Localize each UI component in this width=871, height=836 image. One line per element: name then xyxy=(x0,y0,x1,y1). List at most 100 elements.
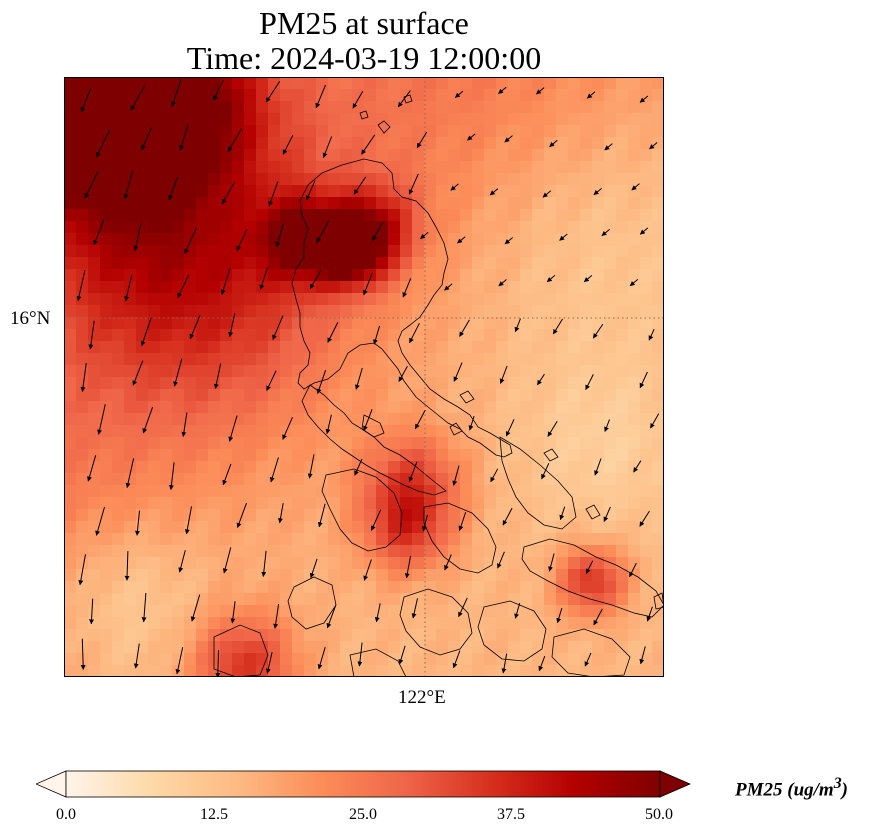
pm25-cell xyxy=(196,473,209,486)
pm25-cell xyxy=(484,353,497,366)
pm25-cell xyxy=(412,161,425,174)
wind-arrow xyxy=(559,233,568,241)
pm25-cell xyxy=(508,293,521,306)
pm25-cell xyxy=(376,497,389,510)
pm25-cell xyxy=(232,221,245,234)
pm25-cell xyxy=(112,653,125,666)
pm25-cell xyxy=(208,437,221,450)
pm25-cell xyxy=(628,233,641,246)
pm25-cell xyxy=(640,485,653,498)
pm25-cell xyxy=(640,545,653,558)
pm25-cell xyxy=(448,449,461,462)
pm25-cell xyxy=(388,485,401,498)
pm25-cell xyxy=(340,581,353,594)
pm25-cell xyxy=(316,593,329,606)
pm25-cell xyxy=(604,257,617,270)
pm25-cell xyxy=(592,557,605,570)
wind-arrow xyxy=(585,560,594,574)
pm25-cell xyxy=(100,221,113,234)
pm25-cell xyxy=(520,101,533,114)
pm25-cell xyxy=(328,497,341,510)
pm25-cell xyxy=(532,293,545,306)
pm25-cell xyxy=(640,305,653,318)
wind-arrow xyxy=(411,598,418,619)
pm25-cell xyxy=(652,281,664,294)
pm25-cell xyxy=(136,365,149,378)
pm25-cell xyxy=(352,593,365,606)
wind-arrow xyxy=(498,86,507,94)
pm25-cell xyxy=(592,449,605,462)
pm25-cell xyxy=(208,377,221,390)
wind-arrow xyxy=(282,134,294,155)
pm25-cell xyxy=(400,125,413,138)
pm25-cell xyxy=(244,257,257,270)
pm25-cell xyxy=(520,197,533,210)
pm25-cell xyxy=(268,569,281,582)
pm25-cell xyxy=(520,629,533,642)
pm25-cell xyxy=(268,221,281,234)
map-frame xyxy=(64,77,664,677)
pm25-cell xyxy=(280,197,293,210)
pm25-cell xyxy=(496,449,509,462)
pm25-cell xyxy=(496,521,509,534)
pm25-cell xyxy=(580,101,593,114)
wind-arrow xyxy=(326,604,337,629)
pm25-cell xyxy=(124,329,137,342)
pm25-cell xyxy=(520,233,533,246)
pm25-cell xyxy=(208,605,221,618)
pm25-cell xyxy=(652,173,664,186)
pm25-cell xyxy=(436,305,449,318)
pm25-cell xyxy=(400,569,413,582)
wind-arrow xyxy=(236,229,248,252)
pm25-cell xyxy=(232,437,245,450)
pm25-cell xyxy=(244,605,257,618)
wind-arrow xyxy=(78,554,86,586)
pm25-cell xyxy=(448,269,461,282)
pm25-cell xyxy=(640,257,653,270)
pm25-cell xyxy=(388,665,401,677)
pm25-cell xyxy=(196,605,209,618)
wind-arrow xyxy=(490,468,499,483)
pm25-cell xyxy=(316,293,329,306)
wind-arrow xyxy=(87,455,97,482)
pm25-cell xyxy=(64,401,77,414)
pm25-cell xyxy=(616,509,629,522)
pm25-cell xyxy=(280,209,293,222)
wind-arrow xyxy=(504,237,514,245)
pm25-cell xyxy=(388,257,401,270)
pm25-cell xyxy=(220,533,233,546)
pm25-cell xyxy=(352,305,365,318)
pm25-cell xyxy=(292,449,305,462)
pm25-cell xyxy=(472,113,485,126)
pm25-cell xyxy=(424,665,437,677)
pm25-cell xyxy=(400,77,413,90)
pm25-cell xyxy=(292,281,305,294)
pm25-cell xyxy=(124,641,137,654)
pm25-cell xyxy=(400,101,413,114)
pm25-cell xyxy=(472,257,485,270)
pm25-cell xyxy=(556,305,569,318)
pm25-cell xyxy=(340,665,353,677)
pm25-cell xyxy=(448,545,461,558)
pm25-cell xyxy=(148,581,161,594)
pm25-cell xyxy=(652,197,664,210)
pm25-cell xyxy=(88,425,101,438)
pm25-cell xyxy=(244,461,257,474)
pm25-cell xyxy=(100,101,113,114)
wind-arrow xyxy=(317,503,326,528)
pm25-cell xyxy=(136,101,149,114)
wind-arrow xyxy=(142,406,154,434)
pm25-cell xyxy=(292,485,305,498)
pm25-cell xyxy=(160,293,173,306)
pm25-cell xyxy=(232,209,245,222)
pm25-cell xyxy=(604,125,617,138)
pm25-cell xyxy=(148,461,161,474)
pm25-cell xyxy=(196,377,209,390)
pm25-cell xyxy=(112,245,125,258)
pm25-cell xyxy=(640,101,653,114)
pm25-cell xyxy=(628,521,641,534)
pm25-cell xyxy=(412,113,425,126)
pm25-cell xyxy=(196,257,209,270)
pm25-cell xyxy=(520,401,533,414)
pm25-cell xyxy=(220,461,233,474)
